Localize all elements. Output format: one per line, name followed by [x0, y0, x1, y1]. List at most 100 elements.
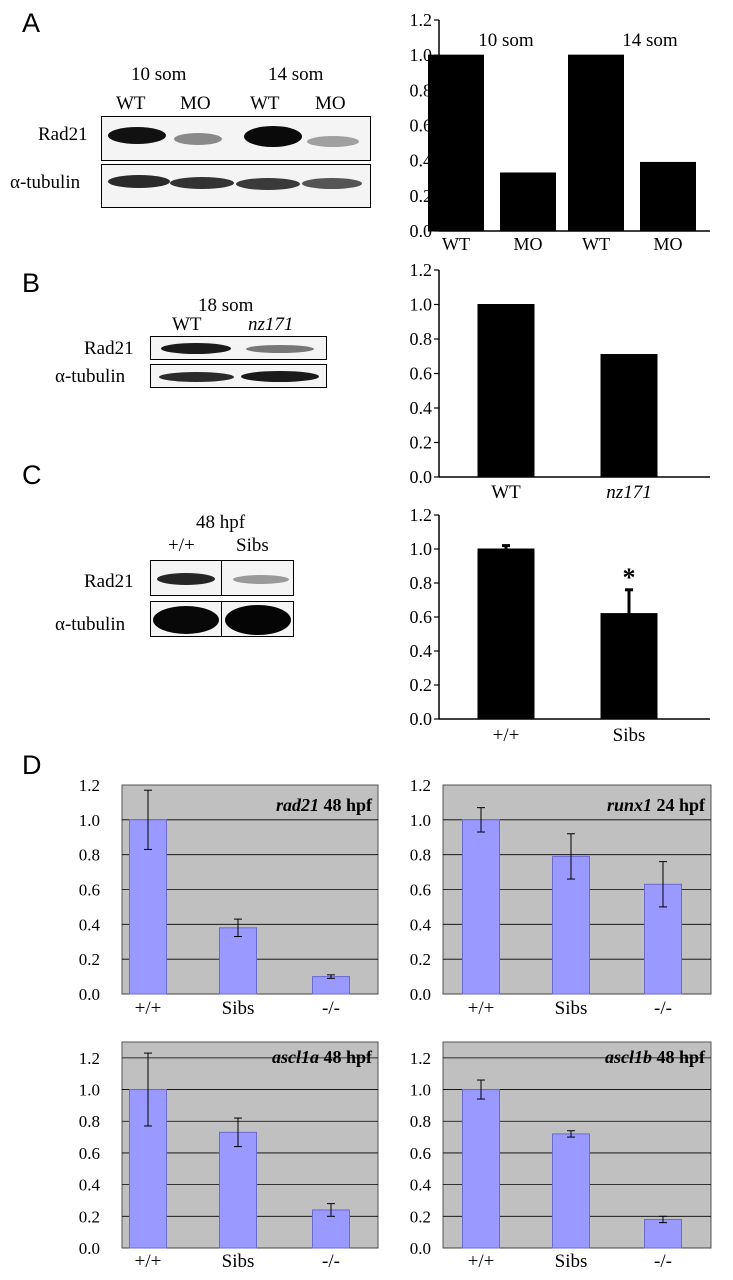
blot-c-tubulin-strip: [150, 601, 294, 637]
bar: [500, 172, 556, 232]
y-tick-label: 0.0: [410, 985, 431, 1004]
y-tick-label: 0.4: [410, 1176, 432, 1195]
chart-d3: 0.0 0.2 0.4 0.6 0.8 1.0 1.2 +/+ Sibs -/- ascl1a 48…: [79, 1041, 379, 1272]
bar: [600, 354, 658, 478]
y-tick-label: 1.0: [79, 811, 100, 830]
bar: [462, 1089, 500, 1249]
band: [246, 345, 314, 353]
blot-b-group: 18 som: [198, 295, 254, 316]
x-category-label: +/+: [135, 998, 162, 1019]
y-tick-label: 1.0: [410, 1081, 431, 1100]
chart-d2: 0.0 0.2 0.4 0.6 0.8 1.0 1.2 +/+ Sibs -/- runx1 24 …: [410, 776, 712, 1019]
y-tick-label: 0.6: [410, 364, 433, 384]
blot-c-row-tubulin: α-tubulin: [55, 614, 126, 635]
chart-a: 0.0 0.2 0.4 0.6 0.8 1.0 1.2 WT MO WT MO 10 som 14 so…: [410, 10, 710, 254]
y-tick-label: 0.4: [79, 915, 101, 934]
y-tick-label: 0.0: [410, 709, 433, 729]
blot-a-lane-2: MO: [180, 93, 211, 114]
band: [157, 573, 215, 585]
y-tick-label: 1.2: [410, 10, 433, 30]
y-tick-label: 1.2: [410, 776, 431, 795]
x-category-label: -/-: [654, 998, 672, 1019]
bar: [644, 1218, 682, 1249]
y-tick-label: 0.2: [410, 433, 433, 453]
x-category-label: WT: [582, 234, 610, 254]
y-tick-label: 0.2: [410, 675, 433, 695]
blot-c-row-rad21: Rad21: [84, 571, 134, 592]
x-category-label: Sibs: [222, 998, 255, 1019]
band: [302, 178, 362, 189]
x-category-label: +/+: [493, 725, 520, 746]
bar: [462, 819, 500, 995]
panel-letter-d: D: [22, 750, 42, 780]
bar: [428, 54, 484, 232]
bar: [477, 548, 535, 720]
bar: [477, 304, 535, 478]
y-tick-label: 0.6: [410, 881, 431, 900]
blot-c-lane-2: Sibs: [236, 535, 269, 556]
chart-d4: 0.0 0.2 0.4 0.6 0.8 1.0 1.2 +/+ Sibs -/- ascl1b 48…: [410, 1041, 712, 1272]
x-category-label: WT: [442, 234, 470, 254]
chart-title: runx1 24 hpf: [607, 795, 706, 815]
blot-a-group-14som: 14 som: [268, 64, 324, 85]
y-tick-label: 0.6: [410, 1144, 431, 1163]
blot-a-row-tubulin: α-tubulin: [10, 172, 81, 193]
x-category-label: Sibs: [555, 1251, 588, 1272]
blot-a-lane-3: WT: [250, 93, 280, 114]
blot-b-row-rad21: Rad21: [84, 338, 134, 359]
x-category-label: Sibs: [555, 998, 588, 1019]
x-category-label: MO: [653, 234, 682, 254]
blot-a-lane-1: WT: [116, 93, 146, 114]
y-tick-label: 0.0: [410, 1239, 431, 1258]
y-tick-label: 0.8: [410, 80, 433, 100]
gene-name: runx1: [607, 795, 652, 815]
blot-divider: [221, 602, 222, 636]
blot-a-tubulin-strip: [101, 164, 371, 208]
stage-label: 48 hpf: [319, 1047, 373, 1067]
y-tick-label: 0.8: [410, 1112, 431, 1131]
y-tick-label: 0.6: [79, 881, 100, 900]
panel-letter-c: C: [22, 460, 42, 490]
x-category-label: +/+: [468, 1251, 495, 1272]
x-category-label: +/+: [468, 998, 495, 1019]
y-tick-label: 0.2: [79, 1207, 100, 1226]
bar: [640, 161, 696, 232]
y-tick-label: 0.6: [410, 607, 433, 627]
y-tick-label: 0.4: [410, 151, 433, 171]
band: [307, 136, 359, 147]
y-tick-label: 1.0: [79, 1081, 100, 1100]
gene-name: ascl1a: [272, 1047, 319, 1067]
blot-b-rad21-strip: [150, 336, 327, 360]
band: [161, 343, 231, 354]
y-tick-label: 0.8: [410, 573, 433, 593]
chart-title: rad21 48 hpf: [276, 795, 373, 815]
y-tick-label: 0.8: [410, 846, 431, 865]
band: [244, 126, 302, 147]
y-tick-label: 0.4: [410, 641, 433, 661]
bar: [568, 54, 624, 232]
blot-b-tubulin-strip: [150, 364, 327, 388]
band: [159, 372, 234, 382]
bar: [219, 1131, 257, 1249]
y-tick-label: 0.2: [410, 186, 433, 206]
y-tick-label: 0.4: [410, 915, 432, 934]
y-tick-label: 0.4: [79, 1176, 101, 1195]
chart-d1: 0.0 0.2 0.4 0.6 0.8 1.0 1.2 +/+ Sibs -/- rad21 48 …: [79, 776, 379, 1019]
x-category-label: Sibs: [613, 725, 646, 746]
y-tick-label: 1.2: [410, 505, 433, 525]
y-tick-label: 0.2: [79, 950, 100, 969]
y-tick-label: 0.6: [410, 116, 433, 136]
y-tick-label: 1.0: [410, 811, 431, 830]
bar: [552, 1133, 590, 1249]
band: [241, 371, 319, 382]
y-tick-label: 0.0: [410, 467, 433, 487]
x-category-label: +/+: [135, 1251, 162, 1272]
blot-b-row-tubulin: α-tubulin: [55, 366, 126, 387]
group-label: 14 som: [622, 30, 678, 51]
blot-b-lane-1: WT: [172, 314, 202, 335]
blot-c-lane-1: +/+: [168, 535, 195, 556]
stage-label: 24 hpf: [652, 795, 706, 815]
gene-name: ascl1b: [605, 1047, 652, 1067]
x-category-label: MO: [513, 234, 542, 254]
y-tick-label: 1.2: [410, 260, 433, 280]
